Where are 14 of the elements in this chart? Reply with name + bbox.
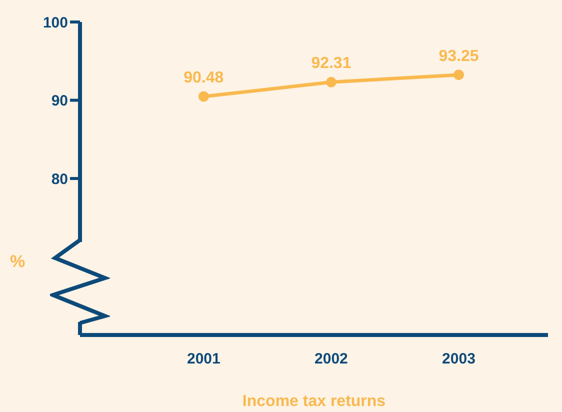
x-tick-label: 2003 [442,350,476,368]
x-tick-label: 2002 [314,350,348,368]
data-label: 92.31 [311,55,352,72]
x-axis-title: Income tax returns [242,393,386,410]
data-label: 90.48 [184,69,224,86]
y-tick-label: 80 [51,170,68,188]
point [326,76,336,88]
data-label: 93.25 [438,48,479,65]
x-tick-label: 2001 [187,350,220,368]
y-tick-label: 100 [42,14,68,32]
y-tick-label: 90 [51,92,68,110]
y-axis-title: % [10,252,26,272]
point [198,91,209,102]
point [453,70,464,80]
